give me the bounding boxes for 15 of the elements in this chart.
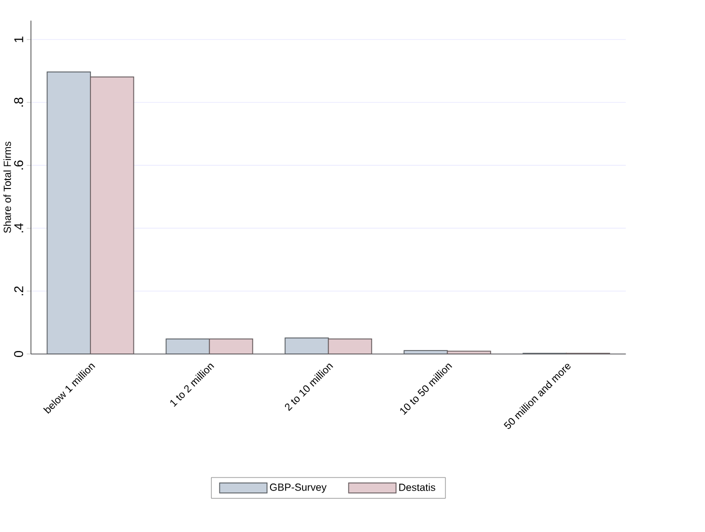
legend-label: Destatis	[399, 483, 436, 491]
bar	[90, 76, 134, 354]
bar	[46, 71, 91, 354]
bar	[208, 338, 254, 354]
y-tick-label: 0	[14, 350, 24, 358]
y-tick-label: .6	[14, 160, 24, 170]
y-tick-label: .2	[14, 286, 24, 296]
y-tick-label: 1	[14, 36, 24, 42]
bar	[284, 338, 329, 354]
bar	[328, 338, 372, 354]
bar	[166, 338, 210, 354]
y-tick-label: .4	[14, 223, 24, 232]
y-tick-label: .8	[14, 98, 24, 107]
y-axis-title: Share of Total Firms	[3, 142, 11, 233]
legend-label: GBP-Survey	[270, 484, 327, 493]
